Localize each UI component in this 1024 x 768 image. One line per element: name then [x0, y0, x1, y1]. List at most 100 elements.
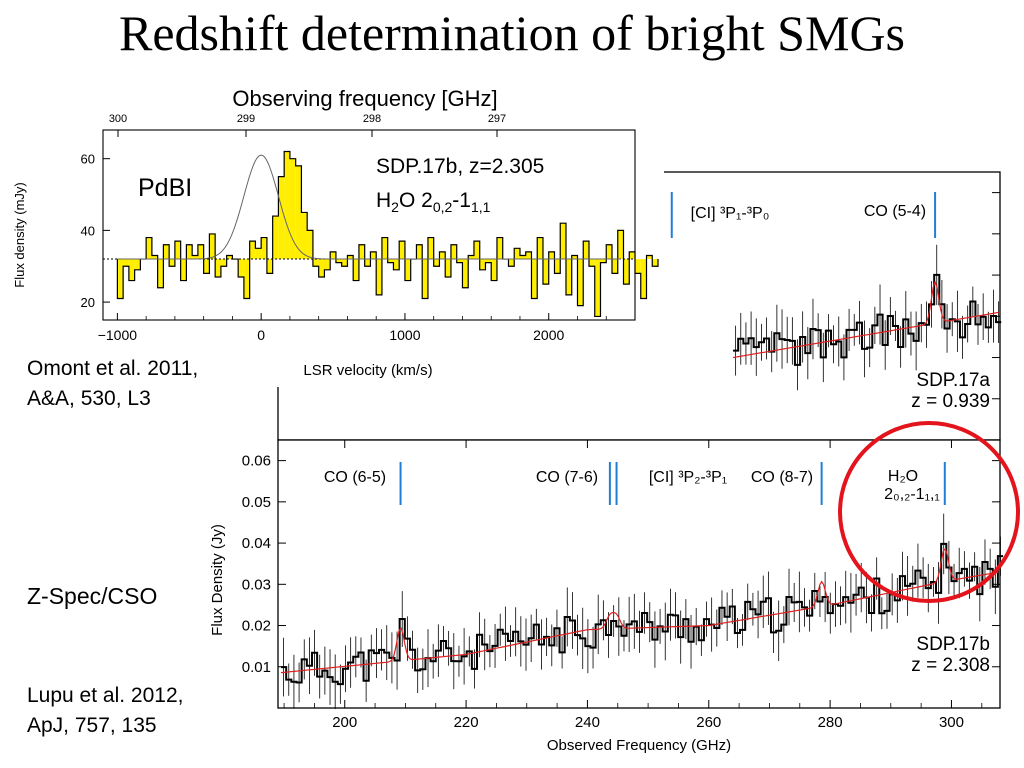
pdbi-channel-bar: [197, 244, 204, 260]
pdbi-histogram-outline: [116, 150, 659, 318]
pdbi-channel-bar: [640, 259, 647, 299]
pdbi-channel-bar: [318, 259, 325, 277]
pdbi-channel-bar: [588, 259, 595, 267]
pdbi-channel-bar: [571, 255, 578, 260]
zspec-x-tick-label: 260: [696, 714, 721, 731]
pdbi-channel-bar: [577, 259, 584, 306]
pdbi-channel-bar: [560, 223, 566, 260]
pdbi-channel-bar: [353, 259, 359, 281]
zspec-model-series: [732, 280, 999, 359]
pdbi-channel-bar: [514, 248, 520, 260]
pdbi-channel-bar: [301, 212, 308, 260]
zspec-x-tick-label: 240: [575, 714, 600, 731]
pdbi-channel-bar: [445, 259, 451, 277]
pdbi-channel-bar: [157, 259, 164, 288]
pdbi-channel-bar: [266, 259, 273, 274]
pdbi-channel-bar: [422, 259, 428, 299]
pdbi-channel-bar: [289, 158, 296, 260]
pdbi-channel-bar: [439, 251, 446, 260]
zspec-x-tick-label: 280: [818, 714, 843, 731]
pdbi-channel-bar: [364, 259, 371, 267]
pdbi-channel-bar: [243, 259, 250, 299]
pdbi-channel-bar: [491, 259, 497, 281]
citation-pdbi: Omont et al. 2011, A&A, 530, L3: [27, 354, 198, 414]
pdbi-channel-bar: [278, 176, 285, 260]
pdbi-channel-bar: [496, 237, 503, 260]
zspec-y-tick-label: 0.01: [242, 659, 271, 676]
pdbi-channel-bar: [376, 259, 382, 295]
pdbi-channel-bar: [249, 241, 256, 260]
pdbi-channel-bar: [209, 233, 216, 260]
pdbi-annotation-source: SDP.17b, z=2.305: [376, 155, 544, 178]
highlight-circle: [838, 421, 1020, 603]
citation-zspec: Lupu et al. 2012, ApJ, 757, 135: [27, 681, 183, 741]
pdbi-channel-bar: [433, 259, 440, 267]
pdbi-y-tick-label: 20: [81, 295, 95, 310]
pdbi-channel-bar: [192, 255, 198, 260]
pdbi-channel-bar: [600, 259, 607, 263]
pdbi-x-tick-label: 1000: [389, 327, 420, 343]
zspec-data-series: [733, 273, 1002, 366]
zspec-panel-b-label: SDP.17b: [916, 634, 990, 655]
zspec-data-series: [281, 542, 1004, 686]
pdbi-channel-bar: [134, 259, 141, 270]
pdbi-channel-bar: [456, 259, 463, 263]
citation-zspec-line1: Lupu et al. 2012,: [27, 684, 184, 707]
pdbi-channel-bar: [238, 259, 244, 277]
zspec-panel-b-redshift: z = 2.308: [911, 655, 990, 676]
pdbi-channel-bar: [462, 259, 469, 288]
zspec-y-tick-label: 0.06: [242, 453, 271, 470]
pdbi-top-tick-label: 298: [363, 113, 381, 125]
pdbi-channel-bar: [606, 244, 612, 260]
pdbi-channel-bar: [151, 255, 158, 260]
pdbi-channel-bar: [525, 251, 532, 260]
pdbi-instrument-label: PdBI: [138, 174, 192, 202]
pdbi-channel-bar: [215, 259, 221, 277]
pdbi-channel-bar: [508, 259, 515, 267]
pdbi-x-tick-label: −1000: [98, 327, 138, 343]
pdbi-channel-bar: [169, 259, 175, 267]
zspec-x-tick-label: 220: [454, 714, 479, 731]
zspec-panel-a-label: SDP.17a: [916, 370, 990, 391]
pdbi-top-axis-label: Observing frequency [GHz]: [232, 86, 497, 111]
pdbi-channel-bar: [393, 259, 400, 270]
citation-zspec-line2: ApJ, 757, 135: [27, 714, 157, 737]
pdbi-channel-bar: [341, 259, 348, 267]
pdbi-channel-bar: [180, 259, 187, 281]
pdbi-channel-bar: [226, 255, 233, 260]
pdbi-channel-bar: [427, 237, 434, 260]
pdbi-channel-bar: [629, 251, 635, 260]
zspec-instrument-label: Z-Spec/CSO: [27, 583, 158, 609]
pdbi-channel-bar: [335, 259, 342, 263]
pdbi-channel-bar: [611, 259, 618, 274]
pdbi-channel-bar: [358, 244, 365, 260]
pdbi-channel-bar: [307, 230, 313, 260]
citation-pdbi-line1: Omont et al. 2011,: [27, 357, 199, 380]
pdbi-channel-bar: [519, 255, 526, 260]
pdbi-channel-bar: [163, 244, 170, 260]
pdbi-channel-bar: [537, 237, 543, 260]
pdbi-channel-bar: [128, 259, 135, 281]
pdbi-channel-bar: [450, 244, 457, 260]
pdbi-x-tick-label: 0: [257, 327, 265, 343]
pdbi-channel-bar: [312, 259, 319, 267]
pdbi-channel-bar: [531, 259, 538, 299]
pdbi-channel-bar: [261, 237, 267, 260]
pdbi-background: [0, 85, 664, 387]
pdbi-channel-bar: [594, 259, 601, 317]
pdbi-channel-bar: [330, 251, 336, 260]
pdbi-channel-bar: [635, 259, 641, 274]
zspec-x-axis-label: Observed Frequency (GHz): [547, 737, 731, 754]
pdbi-channel-bar: [295, 165, 302, 260]
pdbi-channel-bar: [473, 241, 480, 260]
pdbi-x-axis-label: LSR velocity (km/s): [303, 362, 432, 379]
zspec-y-tick-label: 0.02: [242, 618, 271, 635]
pdbi-channel-bar: [583, 241, 589, 260]
pdbi-channel-bar: [646, 255, 653, 260]
pdbi-channel-bar: [479, 259, 486, 270]
pdbi-channel-bar: [485, 259, 492, 263]
pdbi-top-tick-label: 299: [237, 113, 255, 125]
pdbi-channel-bar: [123, 259, 129, 267]
pdbi-channel-bar: [542, 259, 549, 285]
